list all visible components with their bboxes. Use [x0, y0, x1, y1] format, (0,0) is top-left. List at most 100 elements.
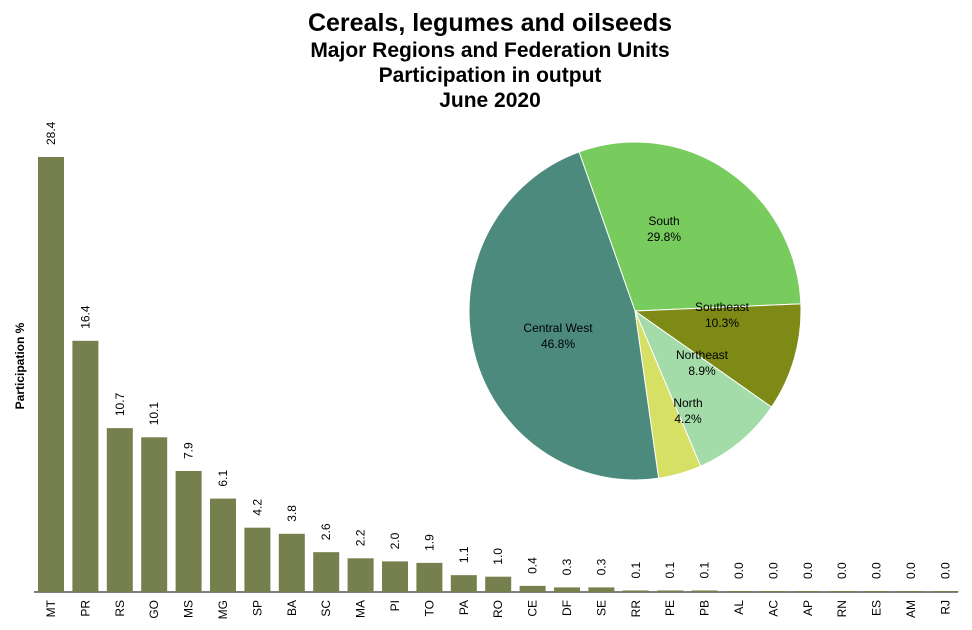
pie-slice-label: Southeast	[695, 300, 750, 314]
pie-slice-value-label: 46.8%	[541, 337, 575, 351]
bar-am	[898, 591, 924, 592]
x-tick-label: MG	[216, 600, 230, 619]
bar-ba	[278, 533, 305, 592]
bar-value-label: 0.0	[801, 562, 815, 579]
bar-pb	[691, 590, 718, 592]
bar-rj	[932, 591, 959, 592]
pie-chart: South 29.8% Southeast 10.3% Northeast 8.9% Nor…	[468, 141, 802, 481]
pie-slice-central-west	[468, 151, 660, 481]
bar-df	[554, 587, 580, 592]
x-tick-label: RJ	[938, 600, 952, 615]
chart-subtitle-line-3: June 2020	[439, 89, 541, 112]
x-tick-label: AC	[766, 600, 780, 617]
chart-title-block: Cereals, legumes and oilseeds Major Regi…	[0, 8, 972, 113]
bar-value-label: 28.4	[44, 121, 58, 145]
x-tick-label: AL	[732, 600, 746, 615]
bar-value-label: 1.1	[457, 546, 471, 563]
x-tick-label: PA	[457, 600, 471, 615]
x-tick-label: TO	[422, 600, 436, 616]
x-tick-label: SP	[250, 600, 264, 616]
x-tick-label: CE	[526, 600, 540, 617]
bar-value-label: 2.0	[388, 532, 402, 549]
bar-value-label: 16.4	[78, 305, 92, 329]
pie-slice-value-label: 10.3%	[705, 316, 739, 330]
bar-rn	[829, 591, 856, 592]
bar-mg	[210, 498, 236, 592]
pie-slice-label: North	[673, 396, 702, 410]
x-tick-label: PI	[388, 600, 402, 611]
bar-value-label: 7.9	[182, 442, 196, 459]
bar-pa	[450, 575, 477, 592]
bar-value-label: 0.0	[732, 562, 746, 579]
bar-pe	[657, 590, 684, 592]
bar-rs	[106, 428, 133, 592]
x-tick-label: MA	[354, 600, 368, 618]
bar-value-label: 4.2	[250, 499, 264, 516]
bar-ap	[794, 591, 821, 592]
bar-value-label: 0.0	[870, 562, 884, 579]
x-tick-label: PR	[78, 600, 92, 617]
x-tick-label: MS	[182, 600, 196, 618]
x-tick-label: SE	[594, 600, 608, 616]
bar-ms	[175, 470, 202, 592]
bar-ma	[347, 558, 374, 592]
bar-value-label: 0.4	[526, 557, 540, 574]
x-tick-label: ES	[870, 600, 884, 616]
bar-value-label: 2.6	[319, 523, 333, 540]
x-tick-label: PE	[663, 600, 677, 616]
x-tick-label: RS	[113, 600, 127, 617]
y-axis-label: Participation %	[13, 322, 27, 409]
bar-value-label: 0.1	[629, 561, 643, 578]
pie-slice-label: Northeast	[676, 348, 729, 362]
x-tick-label: BA	[285, 600, 299, 616]
bar-value-label: 3.8	[285, 505, 299, 522]
bar-to	[416, 562, 443, 592]
x-tick-label: GO	[147, 600, 161, 619]
chart-subtitle-line-2: Participation in output	[378, 64, 602, 87]
x-tick-label: MT	[44, 599, 58, 617]
bar-value-label: 6.1	[216, 470, 230, 487]
bar-value-label: 0.3	[560, 558, 574, 575]
bar-rr	[622, 590, 649, 592]
bar-value-label: 0.0	[938, 562, 952, 579]
chart-title: Cereals, legumes and oilseeds	[307, 9, 673, 37]
bar-value-label: 0.0	[904, 562, 918, 579]
bar-pr	[72, 340, 99, 592]
pie-slice-label: South	[648, 214, 679, 228]
bar-value-label: 10.7	[113, 392, 127, 416]
pie-slice-northeast	[633, 309, 773, 467]
bar-chart: Participation % 28.4 MT 16.4 PR 10.7 RS 10.1 GO 7…	[13, 121, 959, 619]
bar-pi	[382, 561, 408, 592]
x-tick-label: RR	[629, 600, 643, 618]
x-tick-label: DF	[560, 600, 574, 616]
bar-value-label: 0.0	[835, 562, 849, 579]
bar-es	[863, 591, 890, 592]
bar-sp	[244, 527, 271, 592]
bar-value-label: 0.0	[766, 562, 780, 579]
bar-go	[141, 437, 168, 592]
bar-value-label: 0.1	[663, 561, 677, 578]
bar-value-label: 0.1	[698, 561, 712, 578]
bar-al	[726, 591, 752, 592]
bar-se	[588, 587, 615, 592]
pie-slice-value-label: 4.2%	[674, 412, 702, 426]
chart-subtitle-line-1: Major Regions and Federation Units	[310, 39, 670, 62]
bar-value-label: 0.3	[594, 558, 608, 575]
x-tick-label: RO	[491, 600, 505, 618]
bar-value-label: 1.0	[491, 548, 505, 565]
pie-slice-southeast	[633, 303, 802, 408]
pie-slice-south	[578, 141, 802, 312]
pie-slice-value-label: 8.9%	[688, 364, 716, 378]
x-tick-label: AM	[904, 600, 918, 618]
x-tick-label: PB	[698, 600, 712, 616]
x-tick-label: SC	[319, 600, 333, 617]
bar-value-label: 2.2	[354, 529, 368, 546]
bar-sc	[313, 552, 340, 592]
bar-value-label: 10.1	[147, 402, 161, 426]
bar-ro	[485, 576, 512, 592]
x-tick-label: AP	[801, 600, 815, 616]
bar-ac	[760, 591, 787, 592]
bar-mt	[38, 157, 64, 592]
